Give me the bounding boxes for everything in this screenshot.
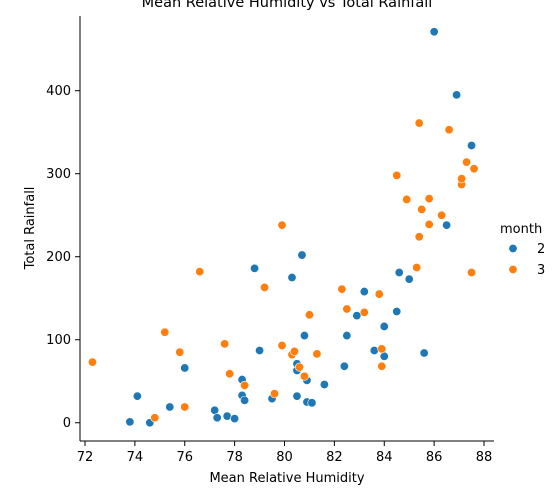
data-point-month-2 xyxy=(180,363,190,373)
data-point-month-2 xyxy=(392,307,402,317)
x-tick-label: 76 xyxy=(176,450,193,465)
data-point-month-3 xyxy=(277,341,287,351)
data-point-month-3 xyxy=(277,220,287,230)
data-point-month-2 xyxy=(369,346,379,356)
legend-label-2: 2 xyxy=(537,242,545,257)
data-point-month-3 xyxy=(414,232,424,242)
y-tick-label: 300 xyxy=(46,167,71,182)
y-axis-ticks: 0 100 200 300 400 xyxy=(46,84,80,431)
data-point-month-3 xyxy=(412,263,422,273)
data-point-month-2 xyxy=(210,405,220,415)
x-tick-label: 82 xyxy=(326,450,343,465)
data-point-month-2 xyxy=(250,263,260,273)
data-point-month-2 xyxy=(339,361,349,371)
data-point-month-2 xyxy=(299,331,309,341)
data-point-month-2 xyxy=(429,27,439,37)
data-point-month-3 xyxy=(304,310,314,320)
y-tick-label: 0 xyxy=(63,416,71,431)
data-point-month-3 xyxy=(444,125,454,135)
data-point-month-2 xyxy=(125,417,135,427)
data-point-month-3 xyxy=(469,164,479,174)
data-point-month-2 xyxy=(352,311,362,321)
x-tick-label: 80 xyxy=(276,450,293,465)
data-point-month-2 xyxy=(394,267,404,277)
data-point-month-2 xyxy=(230,414,240,424)
x-axis-ticks: 72 74 76 78 80 82 84 86 88 xyxy=(77,441,493,465)
data-point-month-3 xyxy=(270,389,280,399)
data-point-month-3 xyxy=(87,357,97,367)
data-point-month-2 xyxy=(292,391,302,401)
data-point-month-2 xyxy=(132,391,142,401)
y-axis-label: Total Rainfall xyxy=(23,187,38,271)
data-point-month-3 xyxy=(175,347,185,357)
data-point-month-2 xyxy=(297,250,307,260)
data-point-month-2 xyxy=(419,348,429,358)
data-point-month-3 xyxy=(377,361,387,371)
legend-title: month xyxy=(500,222,542,237)
legend-items: 23 xyxy=(508,242,545,278)
data-point-month-3 xyxy=(220,339,230,349)
data-point-month-2 xyxy=(359,287,369,297)
data-point-month-3 xyxy=(424,219,434,229)
data-point-month-3 xyxy=(402,194,412,204)
y-tick-label: 200 xyxy=(46,250,71,265)
chart-title: Mean Relative Humidity vs Total Rainfall xyxy=(142,0,433,11)
x-tick-label: 74 xyxy=(127,450,144,465)
data-point-month-3 xyxy=(342,304,352,314)
x-tick-label: 84 xyxy=(376,450,393,465)
data-point-month-3 xyxy=(467,267,477,277)
data-point-month-3 xyxy=(414,118,424,128)
x-tick-label: 78 xyxy=(226,450,243,465)
data-point-month-3 xyxy=(374,289,384,299)
data-point-month-3 xyxy=(392,170,402,180)
data-point-month-2 xyxy=(255,346,265,356)
data-point-month-2 xyxy=(307,398,317,408)
x-tick-label: 88 xyxy=(476,450,493,465)
legend-marker-2 xyxy=(508,244,518,254)
data-point-month-2 xyxy=(319,380,329,390)
data-point-month-2 xyxy=(212,413,222,423)
data-point-month-2 xyxy=(442,220,452,230)
x-tick-label: 86 xyxy=(426,450,443,465)
x-tick-label: 72 xyxy=(77,450,94,465)
y-tick-label: 400 xyxy=(46,84,71,99)
data-point-month-2 xyxy=(404,274,414,284)
data-point-month-2 xyxy=(379,351,389,361)
data-point-month-3 xyxy=(225,369,235,379)
data-point-month-3 xyxy=(299,371,309,381)
data-point-month-2 xyxy=(452,90,462,100)
data-point-month-3 xyxy=(359,307,369,317)
data-point-month-2 xyxy=(379,321,389,331)
points-layer xyxy=(87,27,479,428)
data-point-month-3 xyxy=(180,402,190,412)
data-point-month-3 xyxy=(377,344,387,354)
data-point-month-3 xyxy=(150,413,160,423)
data-point-month-3 xyxy=(294,362,304,372)
x-axis-label: Mean Relative Humidity xyxy=(209,471,364,486)
data-point-month-3 xyxy=(462,157,472,167)
data-point-month-3 xyxy=(417,204,427,214)
data-point-month-2 xyxy=(240,395,250,405)
legend-label-3: 3 xyxy=(537,263,545,278)
data-point-month-3 xyxy=(457,174,467,184)
data-point-month-2 xyxy=(287,272,297,282)
y-tick-label: 100 xyxy=(46,333,71,348)
legend-marker-3 xyxy=(508,264,518,274)
data-point-month-3 xyxy=(195,267,205,277)
data-point-month-3 xyxy=(337,284,347,294)
data-point-month-2 xyxy=(467,140,477,150)
data-point-month-3 xyxy=(289,346,299,356)
data-point-month-3 xyxy=(424,194,434,204)
data-point-month-3 xyxy=(240,380,250,390)
data-point-month-3 xyxy=(260,282,270,292)
data-point-month-2 xyxy=(222,411,232,421)
data-point-month-3 xyxy=(437,210,447,220)
data-point-month-3 xyxy=(312,349,322,359)
legend: month 23 xyxy=(500,222,545,278)
data-point-month-3 xyxy=(160,327,170,337)
data-point-month-2 xyxy=(165,402,175,412)
data-point-month-2 xyxy=(342,331,352,341)
